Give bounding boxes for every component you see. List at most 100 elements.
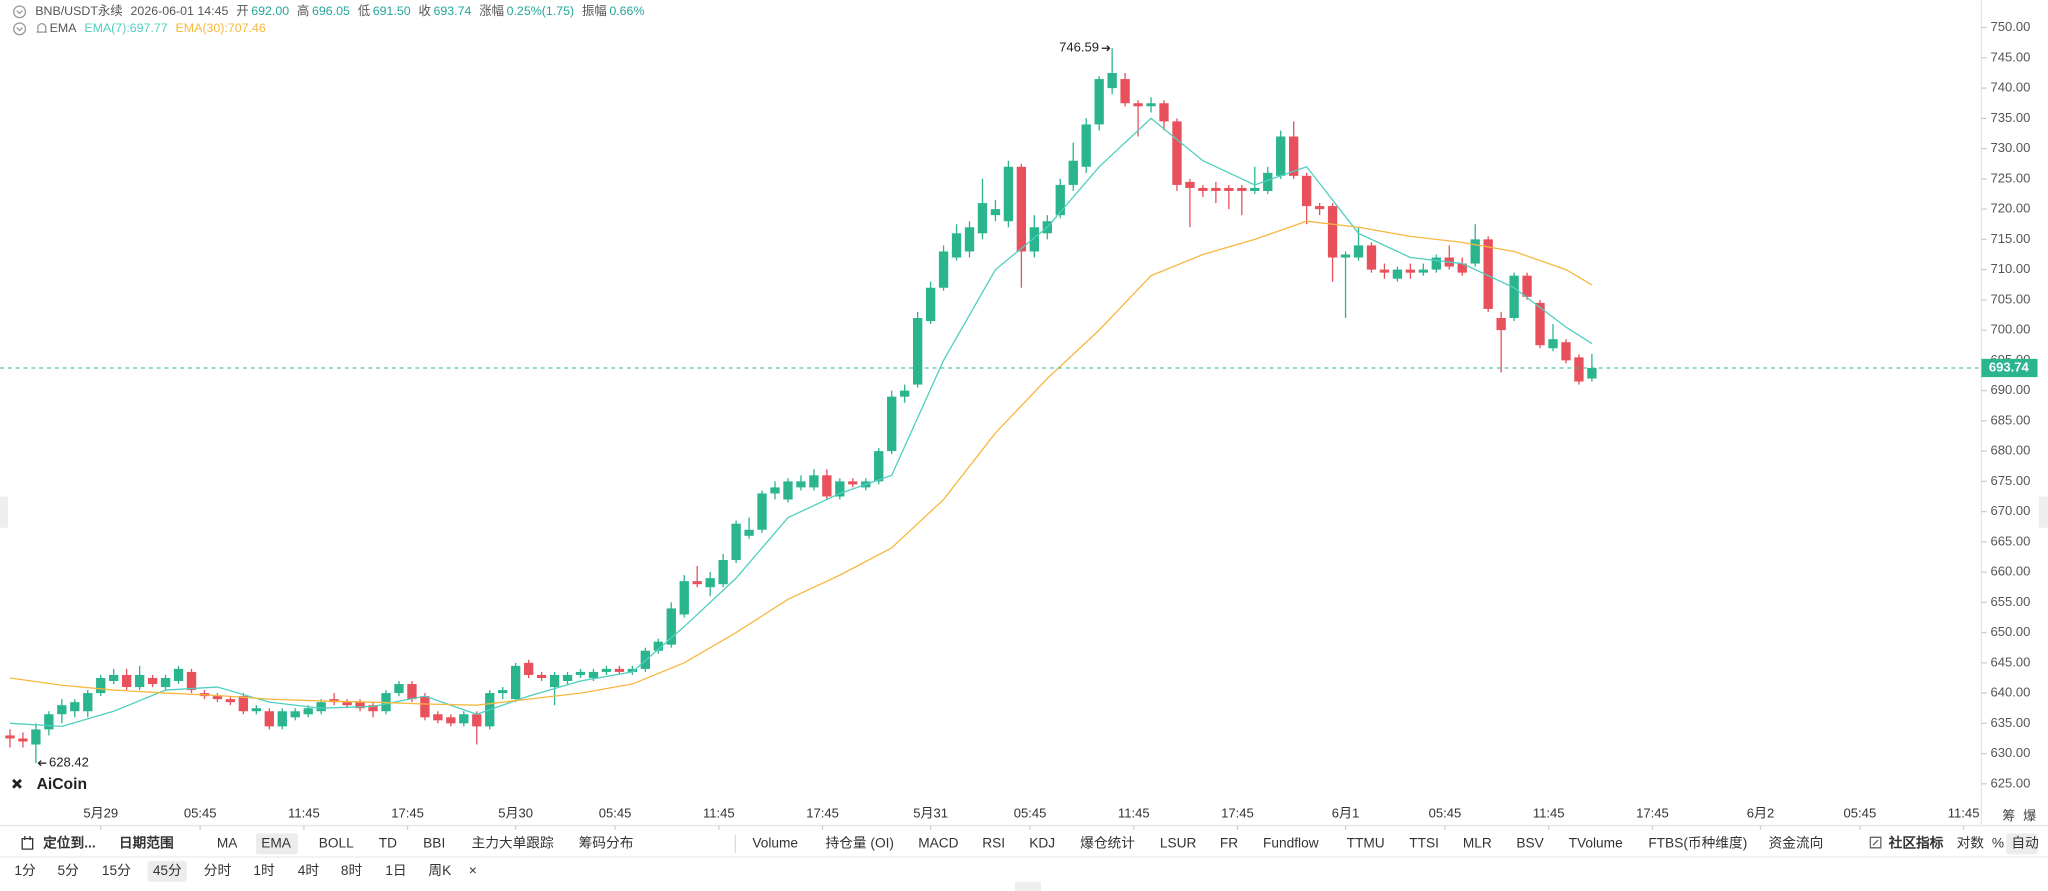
y-tick-label: 675.00	[1991, 473, 2031, 488]
x-tick-label: 17:45	[1636, 805, 1669, 820]
period-item[interactable]: 1分	[14, 863, 36, 878]
ema-line	[9, 220, 1593, 706]
period-item[interactable]: 45分	[153, 863, 182, 878]
x-tick-label: 17:45	[806, 805, 839, 820]
period-item[interactable]: 1日	[385, 863, 406, 878]
period-item[interactable]: 5分	[57, 863, 79, 878]
side-tab[interactable]: 爆	[2023, 808, 2036, 823]
x-tick-label: 5月29	[83, 805, 118, 820]
y-tick-label: 690.00	[1991, 382, 2031, 397]
toolbar-item[interactable]: EMA	[261, 835, 292, 850]
candle-body	[1353, 245, 1364, 258]
min-marker: 628.42	[49, 755, 89, 770]
period-item[interactable]: 周K	[428, 863, 451, 878]
candle-body	[1457, 263, 1467, 273]
candle-body	[964, 227, 975, 252]
candle-body	[1211, 187, 1221, 191]
header-label: 开	[236, 4, 248, 18]
bottom-handle[interactable]	[1014, 881, 1041, 891]
candle-body	[679, 581, 689, 615]
toolbar-item[interactable]: RSI	[982, 835, 1005, 850]
candle-body	[238, 696, 249, 712]
toolbar-item[interactable]: MA	[217, 835, 238, 850]
toolbar-item[interactable]: TTSI	[1409, 835, 1439, 850]
toolbar-item[interactable]: KDJ	[1029, 835, 1055, 850]
toolbar-item[interactable]: Fundflow	[1263, 835, 1319, 850]
toolbar-item[interactable]: 爆仓统计	[1080, 835, 1135, 850]
toolbar-item[interactable]: TVolume	[1569, 835, 1623, 850]
collapse-icon[interactable]	[13, 22, 27, 36]
candle-body	[912, 318, 923, 385]
candle-body	[446, 717, 456, 724]
ema-line	[9, 117, 1593, 728]
candle-body	[1237, 187, 1247, 191]
period-item[interactable]: 8时	[341, 863, 363, 878]
toolbar-item[interactable]: 对数	[1957, 835, 1985, 850]
period-item[interactable]: 4时	[298, 863, 320, 878]
candle-body	[57, 705, 67, 715]
x-tick-label: 11:45	[1948, 805, 1980, 820]
candle-body	[122, 674, 132, 688]
toolbar-item[interactable]: BOLL	[319, 835, 354, 850]
candle-body	[951, 233, 962, 258]
toolbar-item[interactable]: MLR	[1463, 835, 1492, 850]
toolbar-item[interactable]: 社区指标	[1888, 834, 1944, 850]
candle-body	[44, 714, 54, 730]
toolbar-item[interactable]: 日期范围	[119, 834, 174, 850]
x-tick-label: 05:45	[1429, 805, 1462, 820]
toolbar-selected	[2006, 833, 2038, 855]
toolbar-item[interactable]: Volume	[752, 835, 798, 850]
candle-body	[614, 668, 625, 672]
header-value: 693.74	[433, 4, 471, 18]
x-tick-label: 11:45	[1118, 805, 1150, 820]
candle-body	[472, 714, 482, 727]
toolbar-item[interactable]: 筹码分布	[579, 834, 634, 850]
toolbar-item[interactable]: 资金流向	[1768, 835, 1823, 850]
candle-body	[134, 674, 145, 688]
candle-body	[796, 481, 806, 488]
toolbar-item[interactable]: BBI	[423, 835, 445, 850]
candle-body	[1081, 124, 1091, 167]
period-item[interactable]: ×	[469, 863, 477, 878]
left-handle[interactable]	[0, 496, 8, 528]
collapse-icon-arrow	[16, 10, 23, 15]
candle-body	[1470, 239, 1480, 264]
header-label: 2026-06-01 14:45	[131, 4, 229, 18]
right-handle[interactable]	[2038, 496, 2048, 528]
toolbar-item[interactable]: LSUR	[1160, 835, 1197, 850]
candle-body	[925, 287, 936, 322]
y-tick-label: 725.00	[1991, 170, 2031, 185]
candle-body	[731, 523, 741, 560]
toolbar-item[interactable]: TD	[379, 835, 397, 850]
period-item[interactable]: 15分	[102, 863, 131, 878]
toolbar-item[interactable]: 自动	[2011, 835, 2038, 850]
last-price-box	[1981, 358, 2038, 378]
candle-body	[809, 475, 819, 488]
candle-body	[1120, 79, 1130, 104]
toolbar-item[interactable]: %	[1992, 835, 2004, 850]
toolbar-item[interactable]: FR	[1220, 835, 1238, 850]
y-tick-label: 740.00	[1991, 80, 2031, 95]
candle-body	[575, 671, 586, 675]
toolbar-item[interactable]: BSV	[1516, 835, 1544, 850]
period-item[interactable]: 分时	[204, 863, 232, 878]
collapse-icon[interactable]	[13, 5, 27, 19]
toolbar-item[interactable]: MACD	[918, 835, 958, 850]
candle-body	[874, 451, 884, 482]
x-tick-label: 5月30	[498, 805, 533, 820]
max-marker-head	[1106, 45, 1111, 52]
y-tick-label: 650.00	[1991, 624, 2031, 639]
toolbar-item[interactable]: 持仓量 (OI)	[825, 835, 894, 850]
y-tick-label: 670.00	[1991, 503, 2031, 518]
toolbar-item[interactable]: FTBS(币种维度)	[1648, 835, 1747, 850]
legend-entry: EMA(30):707.46	[176, 21, 266, 35]
period-item[interactable]: 1时	[253, 863, 275, 878]
toolbar-item[interactable]: TTMU	[1347, 835, 1385, 850]
toolbar-item[interactable]: 定位到...	[43, 834, 96, 850]
toolbar-item[interactable]: 主力大单跟踪	[472, 835, 555, 850]
side-tab[interactable]: 筹	[2002, 808, 2015, 823]
candle-body	[1418, 269, 1429, 273]
candle-body	[1055, 184, 1065, 216]
header-value: 691.50	[373, 4, 411, 18]
alert-icon[interactable]	[36, 22, 48, 33]
